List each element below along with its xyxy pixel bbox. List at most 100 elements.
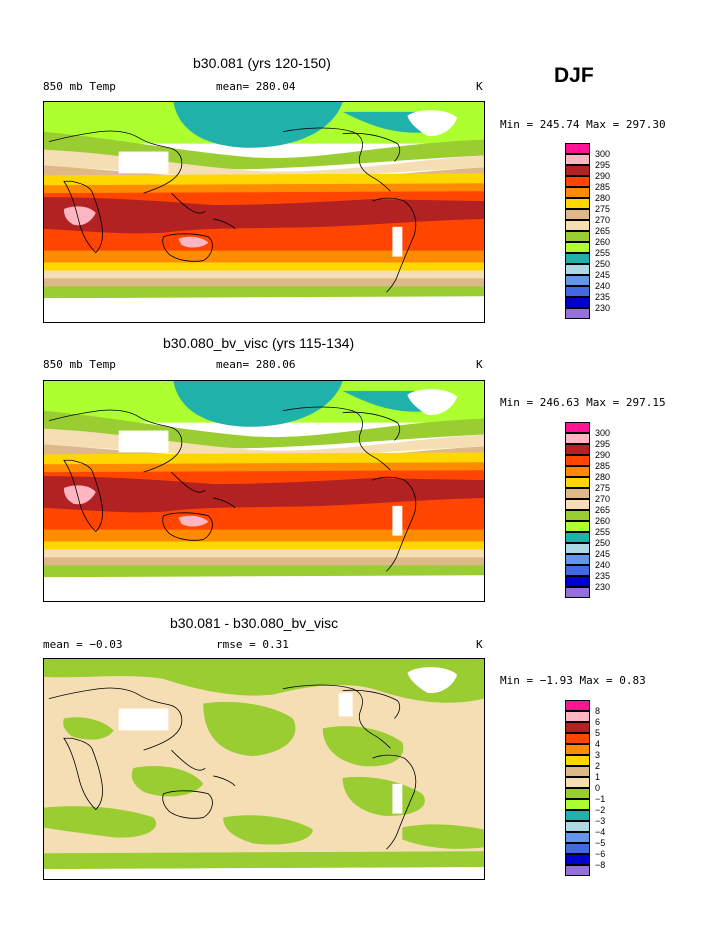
- legend-swatch: [565, 433, 590, 444]
- legend-swatch: [565, 777, 590, 788]
- legend-swatch: [565, 286, 590, 297]
- legend-swatch: [565, 865, 590, 876]
- legend-label: 295: [595, 439, 611, 449]
- legend-label: 4: [595, 739, 601, 749]
- legend-swatch: [565, 488, 590, 499]
- legend-swatch: [565, 154, 590, 165]
- band-south-265: [44, 278, 484, 289]
- legend-label: 5: [595, 728, 601, 738]
- legend-swatch: [565, 510, 590, 521]
- legend-label: 270: [595, 215, 611, 225]
- band-south-275: [44, 262, 484, 273]
- panel-3-title: b30.081 - b30.080_bv_visc: [170, 615, 339, 631]
- legend-label: 290: [595, 450, 611, 460]
- legend-swatch: [565, 209, 590, 220]
- legend-label: 255: [595, 248, 611, 258]
- panel-1-title: b30.081 (yrs 120-150): [193, 55, 331, 71]
- legend-label: −1: [595, 794, 606, 804]
- legend-label: 6: [595, 717, 601, 727]
- legend-label: 300: [595, 149, 611, 159]
- legend-swatch: [565, 165, 590, 176]
- legend-label: 295: [595, 160, 611, 170]
- legend-label: 285: [595, 461, 611, 471]
- band-teal: [173, 102, 343, 148]
- legend-swatch: [565, 766, 590, 777]
- legend-swatch: [565, 264, 590, 275]
- season-label: DJF: [554, 64, 594, 87]
- legend-label: 240: [595, 281, 611, 291]
- legend-swatch: [565, 444, 590, 455]
- legend-swatch: [565, 477, 590, 488]
- panel-3-mean-label: mean = −0.03: [43, 638, 123, 651]
- panel-3-minmax: Min = −1.93 Max = 0.83: [500, 674, 646, 687]
- legend-swatch: [565, 587, 590, 598]
- legend-swatch: [565, 187, 590, 198]
- legend-swatch: [565, 220, 590, 231]
- legend-swatch: [565, 422, 590, 433]
- legend-swatch: [565, 799, 590, 810]
- legend-label: 275: [595, 204, 611, 214]
- legend-swatch: [565, 198, 590, 209]
- legend-label: 240: [595, 560, 611, 570]
- legend-swatch: [565, 565, 590, 576]
- legend-swatch: [565, 297, 590, 308]
- legend-swatch: [565, 231, 590, 242]
- legend-label: 285: [595, 182, 611, 192]
- africa-warm: [63, 206, 96, 226]
- band-antarctica: [44, 296, 484, 322]
- legend-swatch: [565, 744, 590, 755]
- legend-swatch: [565, 711, 590, 722]
- panel-2-mean-label: mean= 280.06: [216, 358, 296, 371]
- legend-label: 3: [595, 750, 601, 760]
- panel-1-minmax: Min = 245.74 Max = 297.30: [500, 118, 666, 131]
- legend-swatch: [565, 788, 590, 799]
- legend-swatch: [565, 521, 590, 532]
- legend-label: 0: [595, 783, 601, 793]
- legend-label: 280: [595, 193, 611, 203]
- legend-swatch: [565, 700, 590, 711]
- band-south-280: [44, 250, 484, 265]
- legend-swatch: [565, 733, 590, 744]
- legend-swatch: [565, 854, 590, 865]
- legend-label: 255: [595, 527, 611, 537]
- legend-swatch: [565, 499, 590, 510]
- legend-swatch: [565, 843, 590, 854]
- legend-label: 280: [595, 472, 611, 482]
- panel-2-title: b30.080_bv_visc (yrs 115-134): [163, 335, 355, 351]
- tibet-blank: [118, 151, 169, 174]
- legend-swatch: [565, 308, 590, 319]
- legend-label: 265: [595, 226, 611, 236]
- legend-swatch: [565, 755, 590, 766]
- panel-2-field-label: 850 mb Temp: [43, 358, 116, 371]
- panel-1-unit-label: K: [476, 80, 483, 93]
- legend-label: −3: [595, 816, 606, 826]
- panel-3-unit-label: K: [476, 638, 483, 651]
- legend-label: 250: [595, 259, 611, 269]
- legend-label: −2: [595, 805, 606, 815]
- diff-negative-areas: [44, 659, 484, 870]
- legend-label: 245: [595, 270, 611, 280]
- legend-swatch: [565, 821, 590, 832]
- legend-label: 260: [595, 237, 611, 247]
- legend-label: −6: [595, 849, 606, 859]
- legend-label: −8: [595, 860, 606, 870]
- legend-swatch: [565, 275, 590, 286]
- legend-swatch: [565, 532, 590, 543]
- legend-label: 275: [595, 483, 611, 493]
- band-290-warm: [44, 197, 484, 234]
- legend-label: 260: [595, 516, 611, 526]
- legend-swatch: [565, 722, 590, 733]
- legend-label: 270: [595, 494, 611, 504]
- band-south-270: [44, 270, 484, 281]
- legend-swatch: [565, 554, 590, 565]
- australia-warm: [178, 236, 209, 248]
- panel-1-field-label: 850 mb Temp: [43, 80, 116, 93]
- legend-swatch: [565, 253, 590, 264]
- panel-1-mean-label: mean= 280.04: [216, 80, 296, 93]
- legend-label: 250: [595, 538, 611, 548]
- band-south-260: [44, 286, 484, 299]
- panel-2-minmax: Min = 246.63 Max = 297.15: [500, 396, 666, 409]
- panel-3-map: [43, 658, 485, 880]
- legend-label: 290: [595, 171, 611, 181]
